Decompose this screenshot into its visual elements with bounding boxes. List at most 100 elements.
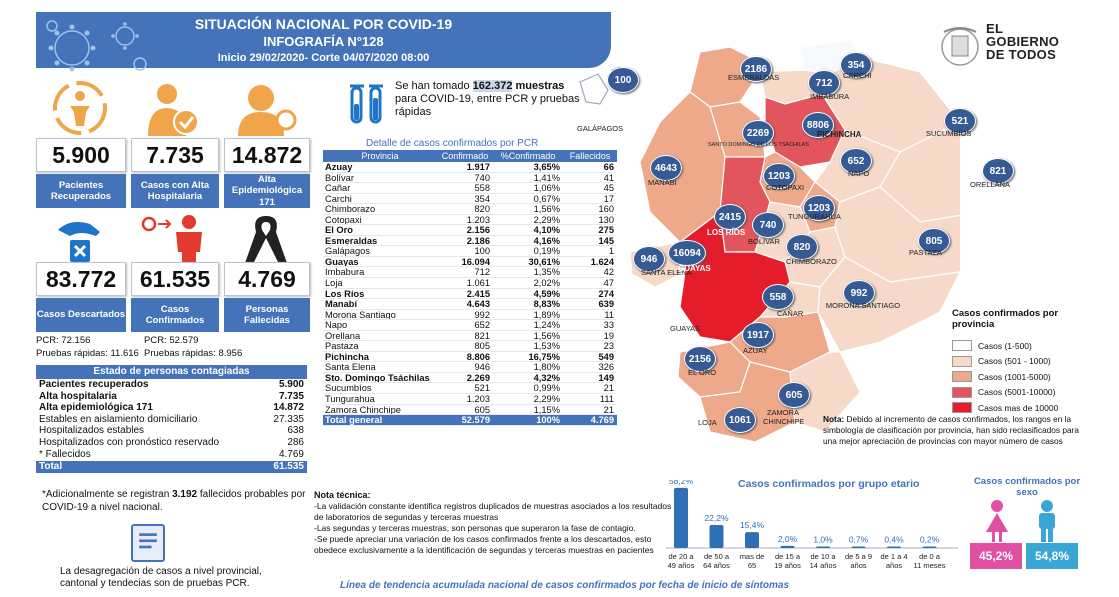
province-name: Galápagos [325,246,370,256]
map-label-bolivar: BOLÍVAR [748,237,780,246]
header-banner: SITUACIÓN NACIONAL POR COVID-19 INFOGRAF… [36,12,611,68]
technical-note-title: Nota técnica: [314,490,371,500]
age-category-label: años [886,561,903,570]
trend-line-title: Línea de tendencia acumulada nacional de… [340,580,790,591]
age-bar-value-label: 1,0% [813,535,833,545]
map-label-esmeraldas: ESMERALDAS [728,73,780,82]
age-category-label: de 50 a [704,552,730,561]
samples-pre-text: Se han tomado [395,80,473,92]
confirmed-value: 1.203 [466,394,490,405]
confirmed-pct: 1,56% [533,330,560,341]
age-bar [816,546,830,548]
age-category-label: de 0 a [919,552,941,561]
confirmed-value: 521 [474,383,490,394]
status-row-value: 638 [287,425,304,437]
map-note-label: Nota: [823,414,845,424]
pcr-table-row: Tungurahua 1.203 2,29% 111 [323,394,617,405]
province-name: Los Ríos [325,288,365,299]
status-total-row: Total 61.535 [36,461,307,473]
confirmed-value: 354 [474,193,490,204]
confirmed-value: 992 [474,309,490,320]
sex-chart-title: Casos confirmados por sexo [973,476,1081,498]
province-name: Guayas [325,256,359,267]
legend-swatch [952,402,972,414]
confirmed-value: 820 [474,204,490,215]
pcr-table-row: Esmeraldas 2.186 4,16% 145 [323,236,617,247]
confirmed-value: 652 [474,320,490,331]
disaggregation-note: La desagregación de casos a nivel provin… [60,566,262,589]
technical-note-line: -Se puede apreciar una variación de los … [314,534,654,555]
pcr-total-label: Total general [325,415,383,426]
deaths-value: 111 [599,394,614,405]
deaths-value: 274 [598,288,614,299]
infected-status-table: Estado de personas contagiadas Pacientes… [36,365,307,473]
map-label-imbabura: IMBABURA [810,92,850,101]
confirmed-value: 740 [474,172,490,183]
legend-swatch [952,386,972,398]
pcr-table-row: Pichincha 8.806 16,75% 549 [323,352,617,363]
province-name: El Oro [325,225,353,235]
discarded-count: 83.772 [36,262,126,296]
samples-post-text: para COVID-19, entre PCR y pruebas rápid… [395,93,580,118]
deaths-value: 23 [603,341,614,352]
map-bubble-orellana: 821 [982,158,1014,184]
age-bar-value-label: 58,2% [669,480,694,486]
province-name: Chimborazo [325,204,376,214]
pcr-table-row: Guayas 16.094 30,61% 1.624 [323,257,617,268]
map-label-los-rios: LOS RÍOS [707,228,746,237]
map-label-morona: MORONA SANTIAGO [825,301,901,310]
map-label-guayas-south: GUAYAS [670,324,701,333]
pcr-table-row: Morona Santiago 992 1,89% 11 [323,310,617,321]
government-logo-text: EL GOBIERNO DE TODOS [986,22,1059,61]
probable-deaths-note: *Adicionalmente se registran 3.192 falle… [42,488,312,514]
confirmed-pct: 4,59% [533,288,560,299]
pcr-table-row: Loja 1.061 2,02% 47 [323,278,617,289]
confirmed-value: 805 [474,341,490,352]
pcr-table-row: Los Ríos 2.415 4,59% 274 [323,289,617,300]
map-label-santa-elena: SANTA ELENA [641,268,692,277]
pcr-total-deaths: 4.769 [590,415,614,426]
deaths-value: 1 [608,246,614,257]
status-row-label: Hospitalizados con pronóstico reservado [39,436,220,448]
note-probable-deaths-number: 3.192 [172,489,198,500]
map-bubble-el-oro: 2156 [684,346,716,372]
map-bubble-imbabura: 712 [808,70,840,96]
age-bar [745,532,759,548]
province-name: Imbabura [325,267,365,278]
pcr-table-row: Chimborazo 820 1,56% 160 [323,204,617,215]
pcr-table-row: Imbabura 712 1,35% 42 [323,267,617,279]
province-name: Zamora Chinchipe [325,404,401,415]
pcr-table-row: Azuay 1.917 3,65% 66 [323,162,617,173]
confirmed-cases-icon [141,215,202,268]
map-bubble-napo: 652 [840,148,872,174]
female-percentage: 45,2% [970,543,1022,569]
age-category-label: de 5 a 9 [845,552,872,561]
recovered-count: 5.900 [36,138,126,172]
age-bar-value-label: 0,7% [849,535,869,545]
age-bar [709,525,724,548]
age-category-label: de 1 a 4 [880,552,907,561]
logo-line: DE TODOS [986,47,1057,62]
map-bubble-chimborazo: 820 [786,234,818,260]
province-name: Carchi [325,193,352,204]
map-label-manabi: MANABÍ [648,178,677,187]
date-range: Inicio 29/02/2020- Corte 04/07/2020 08:0… [217,52,430,64]
map-label-zamora: ZAMORA CHINCHIPE [763,408,805,426]
confirmed-value: 2.156 [466,225,490,236]
discarded-label: Casos Descartados [36,298,126,332]
status-row-label: Pacientes recuperados [39,379,149,390]
deaths-value: 145 [598,235,614,246]
deaths-value: 41 [603,172,614,183]
map-label-el-oro: EL ORO [688,368,717,377]
confirmed-value: 100 [474,246,490,257]
samples-count: 162.372 [472,80,513,92]
hospital-discharge-label: Casos con Alta Hospitalaria [131,174,219,208]
province-name: Cotopaxi [325,214,362,225]
map-label-sto-domingo: SANTO DOMINGO DE LOS TSÁCHILAS [708,142,809,148]
pcr-table-row: Sucumbíos 521 0,99% 21 [323,383,617,395]
epidemiological-discharge-count: 14.872 [224,138,310,172]
age-category-label: 11 meses [914,561,946,570]
pcr-total-pct: 100% [536,415,560,426]
logo-line: GOBIERNO [986,34,1060,49]
status-row-value: 5.900 [278,379,304,390]
